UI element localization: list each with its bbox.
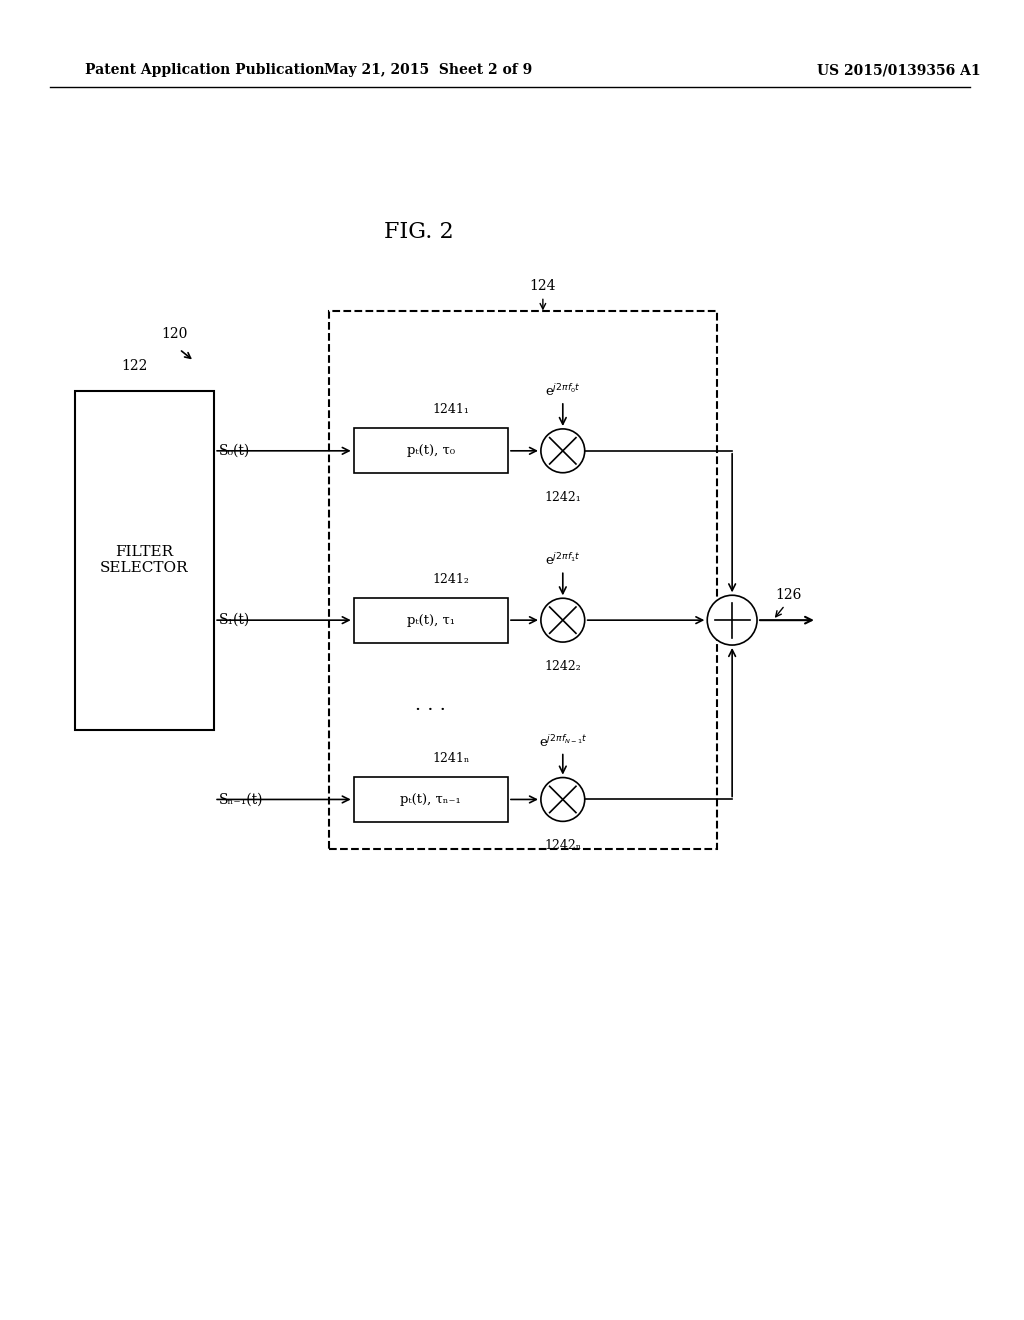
Text: pₜ(t), τₙ₋₁: pₜ(t), τₙ₋₁ <box>400 793 461 807</box>
Text: FIG. 2: FIG. 2 <box>384 220 454 243</box>
Text: 1242₁: 1242₁ <box>545 491 582 504</box>
Circle shape <box>541 598 585 642</box>
Bar <box>75 391 214 730</box>
Text: 1241₂: 1241₂ <box>432 573 469 586</box>
Text: e$^{j2\pi f_1 t}$: e$^{j2\pi f_1 t}$ <box>545 553 581 569</box>
Text: S₀(t): S₀(t) <box>219 444 251 458</box>
Text: FILTER
SELECTOR: FILTER SELECTOR <box>100 545 188 576</box>
Bar <box>353 777 508 822</box>
Circle shape <box>708 595 757 645</box>
Bar <box>353 429 508 474</box>
Text: 124: 124 <box>529 280 556 293</box>
Text: 122: 122 <box>121 359 147 374</box>
Circle shape <box>541 429 585 473</box>
Text: 1242₂: 1242₂ <box>545 660 582 673</box>
Bar <box>329 312 717 849</box>
Bar <box>353 598 508 643</box>
Text: 126: 126 <box>775 589 802 602</box>
Text: S₁(t): S₁(t) <box>219 614 251 627</box>
Text: pₜ(t), τ₀: pₜ(t), τ₀ <box>407 445 455 457</box>
Text: e$^{j2\pi f_0 t}$: e$^{j2\pi f_0 t}$ <box>545 383 581 399</box>
Text: 120: 120 <box>161 327 187 342</box>
Text: 1241₁: 1241₁ <box>432 404 469 416</box>
Text: US 2015/0139356 A1: US 2015/0139356 A1 <box>817 63 980 78</box>
Text: e$^{j2\pi f_{N-1} t}$: e$^{j2\pi f_{N-1} t}$ <box>539 734 587 750</box>
Text: pₜ(t), τ₁: pₜ(t), τ₁ <box>407 614 455 627</box>
Text: 1242ₙ: 1242ₙ <box>544 840 582 853</box>
Text: May 21, 2015  Sheet 2 of 9: May 21, 2015 Sheet 2 of 9 <box>325 63 532 78</box>
Text: Patent Application Publication: Patent Application Publication <box>85 63 325 78</box>
Text: · · ·: · · · <box>416 701 446 719</box>
Text: Sₙ₋₁(t): Sₙ₋₁(t) <box>219 792 263 807</box>
Circle shape <box>541 777 585 821</box>
Text: 1241ₙ: 1241ₙ <box>432 752 469 766</box>
